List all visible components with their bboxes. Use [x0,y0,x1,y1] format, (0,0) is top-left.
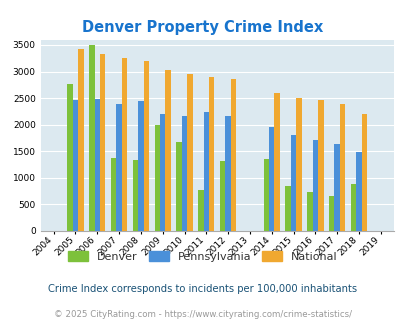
Bar [78,49,83,231]
Bar [230,79,236,231]
Bar [67,84,72,231]
Bar [138,101,143,231]
Bar [307,192,312,231]
Bar [296,98,301,231]
Bar [154,125,160,231]
Bar [143,61,149,231]
Bar [225,116,230,231]
Bar [274,93,279,231]
Bar [89,46,94,231]
Bar [209,77,214,231]
Bar [165,70,171,231]
Bar [181,115,187,231]
Bar [122,58,127,231]
Bar [328,196,334,231]
Bar [187,74,192,231]
Bar [160,114,165,231]
Bar [350,184,355,231]
Bar [111,158,116,231]
Bar [132,160,138,231]
Text: Denver Property Crime Index: Denver Property Crime Index [82,20,323,35]
Bar [334,144,339,231]
Bar [361,114,366,231]
Bar [176,142,181,231]
Bar [290,135,296,231]
Bar [220,161,225,231]
Bar [355,152,361,231]
Bar [198,189,203,231]
Bar [72,100,78,231]
Bar [100,54,105,231]
Bar [312,140,317,231]
Bar [94,99,100,231]
Bar [269,127,274,231]
Bar [263,159,269,231]
Text: Crime Index corresponds to incidents per 100,000 inhabitants: Crime Index corresponds to incidents per… [48,284,357,294]
Text: © 2025 CityRating.com - https://www.cityrating.com/crime-statistics/: © 2025 CityRating.com - https://www.city… [54,311,351,319]
Bar [116,105,121,231]
Legend: Denver, Pennsylvania, National: Denver, Pennsylvania, National [64,247,341,266]
Bar [317,100,323,231]
Bar [339,105,345,231]
Bar [203,112,209,231]
Bar [285,186,290,231]
